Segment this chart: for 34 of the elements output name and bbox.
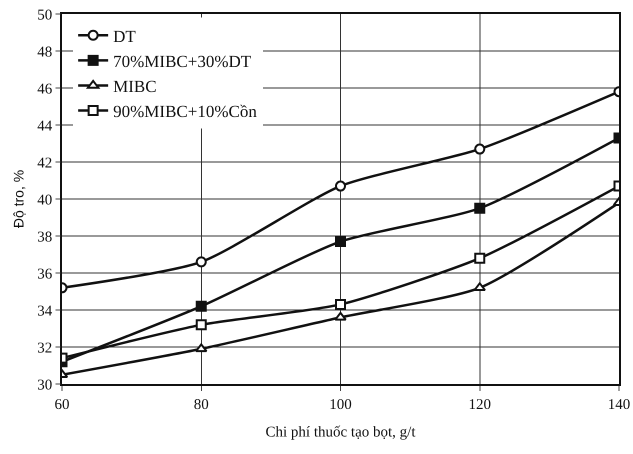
y-tick-label: 36 [37,266,53,282]
point [474,282,486,292]
point [196,256,207,268]
legend-label: DT [113,26,136,46]
point [334,312,347,321]
point [196,319,207,330]
y-tick-label: 30 [37,377,52,394]
y-tick-label: 38 [37,229,52,246]
x-axis-title: Chi phí thuốc tạo bọt, g/t [266,424,416,440]
y-tick-label: 40 [37,192,52,208]
y-tick-label: 34 [37,303,53,320]
y-tick-label: 44 [37,118,53,134]
legend-label: 90%MIBC+10%Cồn [113,102,258,122]
point [474,252,486,264]
point [335,298,346,310]
y-tick-label: 50 [37,7,52,24]
y-tick-label: 42 [37,155,52,172]
legend-label: MIBC [113,77,157,96]
point [335,180,346,192]
point [474,144,486,155]
x-tick-label: 140 [608,396,630,413]
y-tick-label: 32 [37,340,52,356]
x-tick-label: 60 [54,396,70,413]
legend-label: 70%MIBC+30%DT [113,52,252,71]
point [195,343,208,352]
point [196,300,207,312]
x-tick-label: 120 [468,396,491,413]
y-tick-label: 48 [37,44,52,60]
x-tick-label: 80 [194,396,209,413]
x-tick-label: 100 [329,396,352,413]
point [335,236,346,248]
y-axis-title: Độ tro, % [10,170,26,228]
point [474,202,486,214]
y-tick-label: 46 [37,81,53,98]
